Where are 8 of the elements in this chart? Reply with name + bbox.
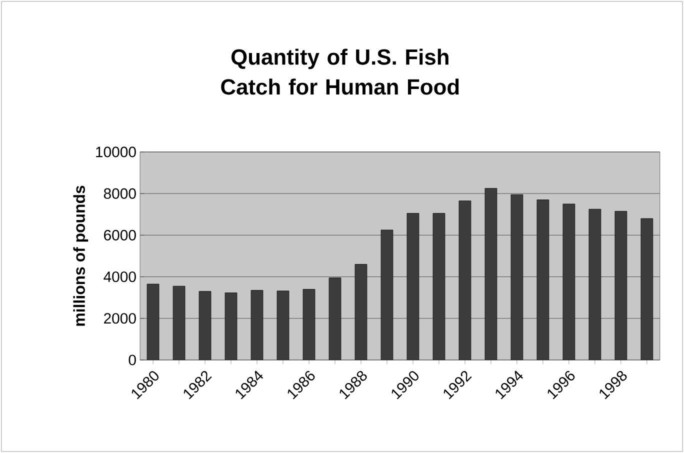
y-tick-label: 4000 [104, 271, 136, 282]
y-tick-label: 0 [128, 354, 136, 366]
y-axis-title: millions of pounds [73, 186, 88, 326]
y-tick-label: 6000 [104, 230, 136, 240]
y-tick-label: 2000 [104, 313, 136, 324]
y-tick-label: 10000 [96, 146, 136, 158]
chart-title: Quantity of U.S. Fish Catch for Human Food [221, 48, 459, 95]
y-tick-label: 8000 [104, 188, 136, 199]
